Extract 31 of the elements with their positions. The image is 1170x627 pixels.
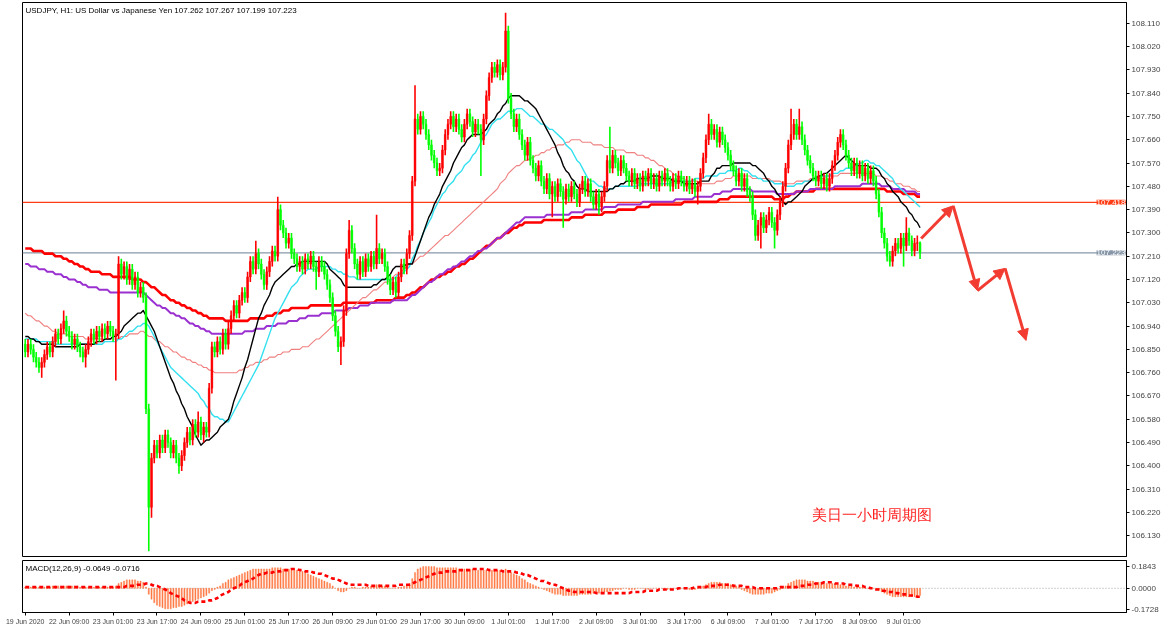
y-tick-label: 106.310 bbox=[1131, 484, 1161, 494]
y-tick-label: 107.390 bbox=[1131, 205, 1161, 215]
y-tick-label: 0.1843 bbox=[1131, 561, 1157, 571]
chart-title: MACD(12,26,9) -0.0649 -0.0716 bbox=[25, 563, 141, 573]
y-tick-label: 106.400 bbox=[1131, 461, 1161, 471]
y-tick-label: 0.0000 bbox=[1131, 583, 1157, 593]
y-tick-label: 107.210 bbox=[1131, 251, 1161, 261]
y-tick-label: 106.130 bbox=[1131, 531, 1161, 541]
y-tick-label: 108.020 bbox=[1131, 42, 1161, 52]
y-tick-label: 106.670 bbox=[1131, 391, 1161, 401]
y-tick-label: 107.030 bbox=[1131, 298, 1161, 308]
y-tick-label: 107.300 bbox=[1131, 228, 1161, 238]
y-tick-label: 107.660 bbox=[1131, 135, 1161, 145]
y-tick-label: 108.110 bbox=[1131, 18, 1161, 28]
y-tick-label: 107.480 bbox=[1131, 181, 1161, 191]
y-tick-label: 107.750 bbox=[1131, 111, 1161, 121]
chart-title: USDJPY, H1: US Dollar vs Japanese Yen 107.262 107.267 107.199 107.223 bbox=[25, 5, 298, 15]
y-tick-label: 106.580 bbox=[1131, 414, 1161, 424]
ref-line-label: 107.223 bbox=[1096, 248, 1127, 258]
y-tick-label: -0.1728 bbox=[1131, 604, 1160, 614]
y-tick-label: 106.220 bbox=[1131, 507, 1161, 517]
y-tick-label: 106.850 bbox=[1131, 344, 1161, 354]
y-tick-label: 106.940 bbox=[1131, 321, 1161, 331]
y-tick-label: 106.490 bbox=[1131, 438, 1161, 448]
y-tick-label: 107.840 bbox=[1131, 88, 1161, 98]
y-tick-label: 107.570 bbox=[1131, 158, 1161, 168]
y-tick-label: 106.760 bbox=[1131, 368, 1161, 378]
y-tick-label: 107.120 bbox=[1131, 275, 1161, 284]
annotation: 美日一小时周期图 bbox=[811, 505, 932, 524]
y-tick-label: 107.930 bbox=[1131, 65, 1161, 75]
ref-line-label: 107.418 bbox=[1096, 197, 1127, 207]
